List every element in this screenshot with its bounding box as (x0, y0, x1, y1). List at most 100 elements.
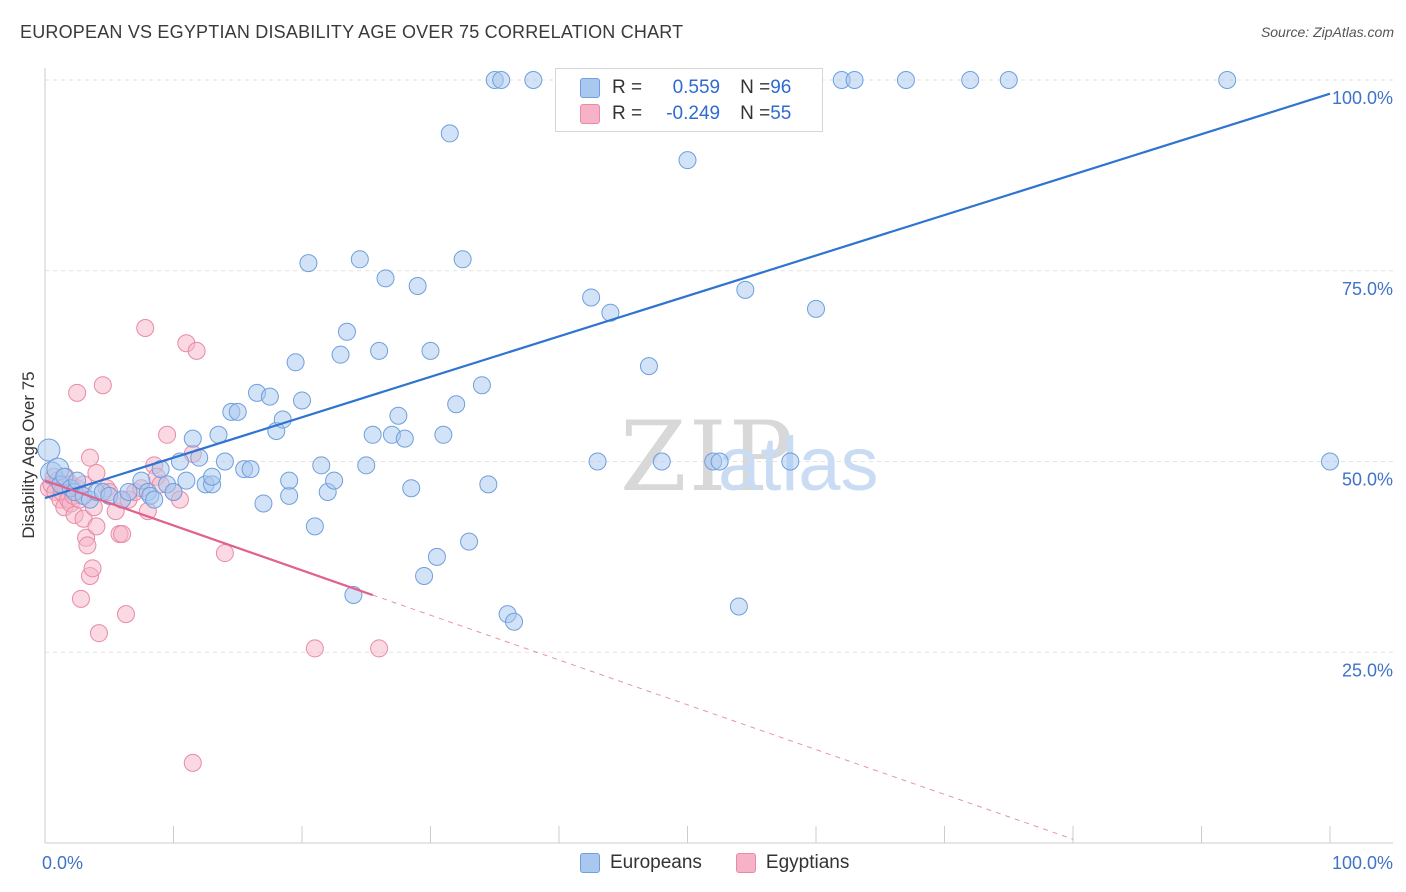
europeans-point (434, 425, 453, 444)
egyptians-point (89, 624, 108, 643)
europeans-point (370, 341, 389, 360)
europeans-point (896, 71, 915, 89)
europeans-points (37, 71, 1339, 631)
europeans-point (357, 456, 376, 475)
europeans-point (652, 452, 671, 471)
egyptians-point (215, 544, 234, 563)
stats-row-europeans: R = 0.559 N = 96 (580, 77, 791, 99)
legend-label-europeans: Europeans (610, 852, 702, 873)
europeans-point (639, 357, 658, 376)
egyptians-point (83, 559, 102, 578)
egyptians-point (87, 517, 106, 536)
europeans-point (492, 71, 511, 89)
stats-box: R = 0.559 N = 96 R = -0.249 N = 55 (555, 68, 823, 132)
source-label: Source: ZipAtlas.com (1260, 24, 1394, 40)
europeans-point (472, 376, 491, 395)
europeans-point (37, 438, 61, 462)
stats-n-value: 96 (770, 77, 792, 98)
europeans-point (524, 71, 543, 89)
europeans-point (376, 269, 395, 288)
europeans-point (1321, 452, 1339, 471)
europeans-trend-line (44, 92, 1331, 500)
y-tick-label: 25.0% (1342, 660, 1393, 680)
egyptians-point (80, 448, 99, 467)
egyptians-trend-line (44, 479, 374, 597)
tick-labels: 25.0% 50.0% 75.0% 100.0% 0.0% 100.0% (42, 88, 1393, 873)
europeans-point (505, 612, 524, 631)
stats-swatch-europeans (580, 78, 600, 98)
egyptians-point (116, 605, 135, 624)
y-tick-label: 50.0% (1342, 470, 1393, 490)
europeans-point (164, 483, 183, 502)
europeans-point (421, 341, 440, 360)
europeans-point (479, 475, 498, 494)
europeans-point (260, 387, 279, 406)
stats-swatch-egyptians (580, 104, 600, 124)
europeans-point (331, 345, 350, 364)
europeans-point (389, 406, 408, 425)
europeans-point (177, 471, 196, 490)
europeans-point (183, 429, 202, 448)
europeans-point (961, 71, 980, 89)
europeans-point (350, 250, 369, 269)
legend-item-europeans[interactable]: Europeans (580, 852, 702, 874)
europeans-point (286, 353, 305, 372)
europeans-point (453, 250, 472, 269)
egyptians-point (78, 536, 97, 555)
legend-item-egyptians[interactable]: Egyptians (735, 852, 850, 874)
europeans-point (678, 151, 697, 170)
legend-swatch-europeans (580, 853, 600, 873)
egyptians-point (187, 341, 206, 360)
europeans-point (781, 452, 800, 471)
europeans-point (582, 288, 601, 307)
egyptians-point (87, 463, 106, 482)
europeans-point (588, 452, 607, 471)
egyptians-point (183, 753, 202, 772)
legend-label-egyptians: Egyptians (765, 852, 850, 873)
grid-lines (45, 79, 1393, 653)
europeans-point (845, 71, 864, 89)
y-tick-label: 75.0% (1342, 279, 1393, 299)
stats-r-label: R = (612, 77, 643, 98)
egyptians-point (68, 383, 87, 402)
egyptians-point (71, 589, 90, 608)
europeans-point (337, 322, 356, 341)
europeans-point (736, 280, 755, 299)
legend-swatch-egyptians (735, 853, 756, 873)
legend: Europeans Egyptians (580, 852, 849, 874)
europeans-point (254, 494, 273, 513)
x-tick-label: 0.0% (42, 853, 83, 873)
egyptians-point (113, 524, 132, 543)
europeans-point (299, 254, 318, 273)
y-tick-label: 100.0% (1332, 88, 1393, 108)
egyptians-trend-extension (372, 594, 1074, 840)
europeans-point (228, 402, 247, 421)
europeans-point (280, 471, 299, 490)
europeans-point (447, 395, 466, 414)
europeans-point (408, 277, 427, 296)
europeans-point (363, 425, 382, 444)
europeans-point (999, 71, 1018, 89)
europeans-point (203, 467, 222, 486)
europeans-point (305, 517, 324, 536)
europeans-point (807, 299, 825, 318)
europeans-point (1218, 71, 1237, 89)
stats-n-label: N = (740, 77, 771, 98)
europeans-point (729, 597, 748, 616)
egyptians-point (305, 639, 324, 658)
y-axis-label: Disability Age Over 75 (19, 371, 38, 538)
chart-title: EUROPEAN VS EGYPTIAN DISABILITY AGE OVER… (20, 22, 684, 42)
europeans-point (440, 124, 459, 143)
europeans-point (145, 490, 164, 509)
europeans-point (241, 460, 260, 479)
europeans-point (325, 471, 344, 490)
stats-row-egyptians: R = -0.249 N = 55 (580, 103, 791, 125)
europeans-point (415, 566, 434, 585)
stats-r-value: 0.559 (672, 77, 721, 98)
egyptians-point (93, 376, 112, 395)
europeans-point (395, 429, 414, 448)
egyptians-points (39, 318, 389, 772)
europeans-point (119, 483, 138, 502)
europeans-point (402, 479, 421, 498)
